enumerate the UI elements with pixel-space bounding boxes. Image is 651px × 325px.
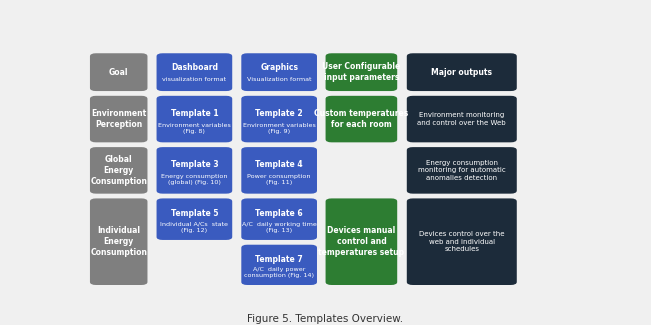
FancyBboxPatch shape xyxy=(90,147,148,194)
Text: Template 3: Template 3 xyxy=(171,160,218,169)
Text: Custom temperatures
for each room: Custom temperatures for each room xyxy=(314,109,409,129)
Text: A/C  daily power
consumption (Fig. 14): A/C daily power consumption (Fig. 14) xyxy=(244,267,314,279)
Text: Energy consumption
(global) (Fig. 10): Energy consumption (global) (Fig. 10) xyxy=(161,174,228,185)
Text: Devices manual
control and
temperatures setup: Devices manual control and temperatures … xyxy=(318,227,404,257)
Text: Environment monitoring
and control over the Web: Environment monitoring and control over … xyxy=(417,112,506,126)
FancyBboxPatch shape xyxy=(326,198,397,285)
Text: visualization format: visualization format xyxy=(162,77,227,82)
FancyBboxPatch shape xyxy=(90,198,148,285)
FancyBboxPatch shape xyxy=(90,96,148,142)
Text: Major outputs: Major outputs xyxy=(431,68,492,77)
FancyBboxPatch shape xyxy=(156,198,232,240)
Text: Template 6: Template 6 xyxy=(255,209,303,218)
Text: A/C  daily working time
(Fig. 13): A/C daily working time (Fig. 13) xyxy=(242,222,316,233)
Text: Dashboard: Dashboard xyxy=(171,63,218,72)
Text: Template 4: Template 4 xyxy=(255,160,303,169)
Text: Template 1: Template 1 xyxy=(171,109,218,118)
FancyBboxPatch shape xyxy=(156,53,232,91)
FancyBboxPatch shape xyxy=(407,53,517,91)
Text: User Configurable
input parameters: User Configurable input parameters xyxy=(322,62,400,82)
FancyBboxPatch shape xyxy=(90,53,148,91)
FancyBboxPatch shape xyxy=(242,245,317,285)
FancyBboxPatch shape xyxy=(326,96,397,142)
FancyBboxPatch shape xyxy=(407,96,517,142)
Text: Template 5: Template 5 xyxy=(171,209,218,218)
Text: Energy consumption
monitoring for automatic
anomalies detection: Energy consumption monitoring for automa… xyxy=(418,160,506,181)
Text: Individual A/Cs  state
(Fig. 12): Individual A/Cs state (Fig. 12) xyxy=(160,222,229,233)
Text: Goal: Goal xyxy=(109,68,128,77)
Text: Individual
Energy
Consumption: Individual Energy Consumption xyxy=(90,227,147,257)
Text: Environment variables
(Fig. 8): Environment variables (Fig. 8) xyxy=(158,123,231,134)
FancyBboxPatch shape xyxy=(326,53,397,91)
Text: Template 7: Template 7 xyxy=(255,255,303,264)
Text: Visualization format: Visualization format xyxy=(247,77,311,82)
FancyBboxPatch shape xyxy=(242,96,317,142)
FancyBboxPatch shape xyxy=(156,96,232,142)
Text: Environment variables
(Fig. 9): Environment variables (Fig. 9) xyxy=(243,123,316,134)
Text: Global
Energy
Consumption: Global Energy Consumption xyxy=(90,155,147,186)
Text: Devices control over the
web and individual
schedules: Devices control over the web and individ… xyxy=(419,231,505,252)
Text: Figure 5. Templates Overview.: Figure 5. Templates Overview. xyxy=(247,314,404,324)
FancyBboxPatch shape xyxy=(407,198,517,285)
Text: Template 2: Template 2 xyxy=(255,109,303,118)
FancyBboxPatch shape xyxy=(156,147,232,194)
Text: Graphics: Graphics xyxy=(260,63,298,72)
FancyBboxPatch shape xyxy=(242,198,317,240)
FancyBboxPatch shape xyxy=(242,53,317,91)
Text: Environment
Perception: Environment Perception xyxy=(91,109,146,129)
FancyBboxPatch shape xyxy=(242,147,317,194)
Text: Power consumption
(Fig. 11): Power consumption (Fig. 11) xyxy=(247,174,311,185)
FancyBboxPatch shape xyxy=(407,147,517,194)
